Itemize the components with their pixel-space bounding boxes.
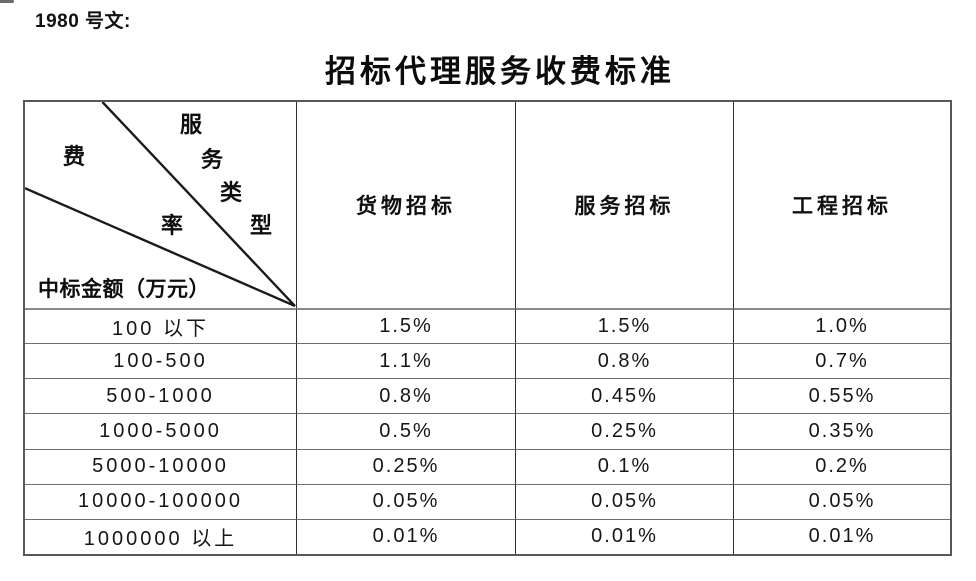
row-range-cell: 100 以下 — [25, 308, 296, 343]
rate-cell: 0.8% — [296, 378, 515, 414]
rate-cell: 0.01% — [296, 518, 515, 554]
corner-char-service-type: 务 — [200, 147, 224, 172]
row-range-cell: 5000-10000 — [25, 448, 296, 484]
row-range-cell: 1000000 以上 — [25, 518, 296, 554]
corner-char-service-type: 类 — [219, 180, 243, 205]
corner-char-service-type: 型 — [249, 213, 273, 238]
rate-cell: 0.25% — [296, 448, 515, 484]
rate-cell: 0.05% — [515, 483, 733, 519]
corner-char-fee-rate: 率 — [160, 213, 184, 238]
rate-cell: 0.45% — [515, 378, 733, 414]
row-range-cell: 10000-100000 — [25, 483, 296, 519]
rate-cell: 0.8% — [515, 343, 733, 379]
rate-cell: 1.1% — [296, 343, 515, 379]
row-range-cell: 500-1000 — [25, 378, 296, 413]
column-header-goods: 货物招标 — [296, 102, 515, 308]
rate-cell: 0.2% — [733, 448, 950, 484]
amount-axis-label: 中标金额（万元） — [38, 277, 210, 301]
page-title: 招标代理服务收费标准 — [325, 54, 675, 89]
rate-cell: 0.05% — [296, 483, 515, 519]
rate-cell: 1.0% — [733, 308, 950, 344]
rate-cell: 0.01% — [733, 518, 950, 554]
rate-cell: 0.35% — [733, 413, 950, 449]
column-header-services: 服务招标 — [515, 102, 733, 308]
row-range-cell: 100-500 — [25, 343, 296, 378]
scan-artifact — [0, 0, 14, 3]
fee-standard-table: 服 务 类 型 费 率 中标金额（万元） 货物招标 服务招标 工程招标 100 … — [23, 100, 952, 556]
rate-cell: 0.5% — [296, 413, 515, 449]
doc-ref-label: 1980 号文: — [35, 11, 131, 32]
diagonal-divider-lines — [25, 102, 296, 308]
rate-cell: 0.55% — [733, 378, 950, 414]
column-header-engineering: 工程招标 — [733, 102, 950, 308]
rate-cell: 1.5% — [296, 308, 515, 344]
row-range-cell: 1000-5000 — [25, 413, 296, 448]
rate-cell: 1.5% — [515, 308, 733, 344]
rate-cell: 0.01% — [515, 518, 733, 554]
corner-char-service-type: 服 — [179, 112, 203, 137]
corner-char-fee-rate: 费 — [62, 144, 86, 169]
diagonal-corner-cell: 服 务 类 型 费 率 中标金额（万元） — [25, 102, 296, 308]
rate-cell: 0.1% — [515, 448, 733, 484]
rate-cell: 0.7% — [733, 343, 950, 379]
rate-cell: 0.05% — [733, 483, 950, 519]
rate-cell: 0.25% — [515, 413, 733, 449]
